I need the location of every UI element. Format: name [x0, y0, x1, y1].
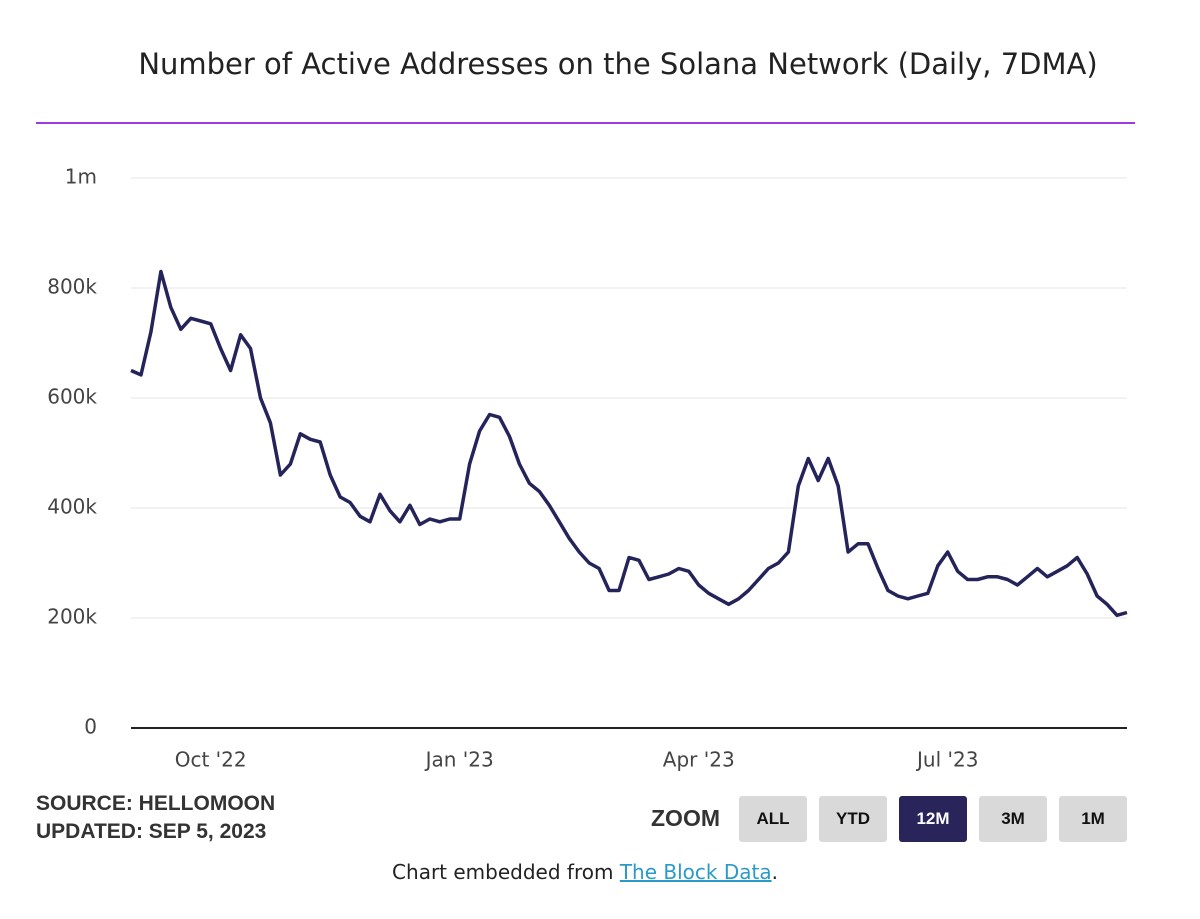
y-tick-label: 800k	[47, 275, 97, 299]
zoom-button[interactable]: 3M	[979, 796, 1047, 842]
x-tick-label: Jul '23	[915, 748, 978, 772]
embed-text: Chart embedded from	[392, 860, 614, 884]
zoom-button[interactable]: 12M	[899, 796, 967, 842]
embed-link[interactable]: The Block Data	[619, 860, 772, 884]
updated: UPDATED: SEP 5, 2023	[36, 820, 267, 843]
series-line	[130, 269, 1128, 618]
y-tick-label: 600k	[47, 385, 97, 409]
y-tick-label: 200k	[47, 605, 97, 629]
zoom-button[interactable]: ALL	[739, 796, 807, 842]
y-tick-label: 0	[84, 715, 97, 739]
chart-title: Number of Active Addresses on the Solana…	[138, 47, 1097, 81]
x-tick-label: Apr '23	[663, 748, 735, 772]
y-tick-label: 400k	[47, 495, 97, 519]
zoom-button[interactable]: YTD	[819, 796, 887, 842]
x-tick-label: Jan '23	[424, 748, 494, 772]
y-tick-label: 1m	[65, 165, 97, 189]
embed-end: .	[771, 860, 778, 884]
x-tick-label: Oct '22	[175, 748, 247, 772]
chart: Number of Active Addresses on the Solana…	[36, 47, 1135, 772]
embed-note: Chart embedded from The Block Data.	[0, 860, 1170, 884]
source: SOURCE: HELLOMOON	[36, 792, 276, 815]
zoom-button[interactable]: 1M	[1059, 796, 1127, 842]
zoom-label: ZOOM	[651, 805, 720, 831]
